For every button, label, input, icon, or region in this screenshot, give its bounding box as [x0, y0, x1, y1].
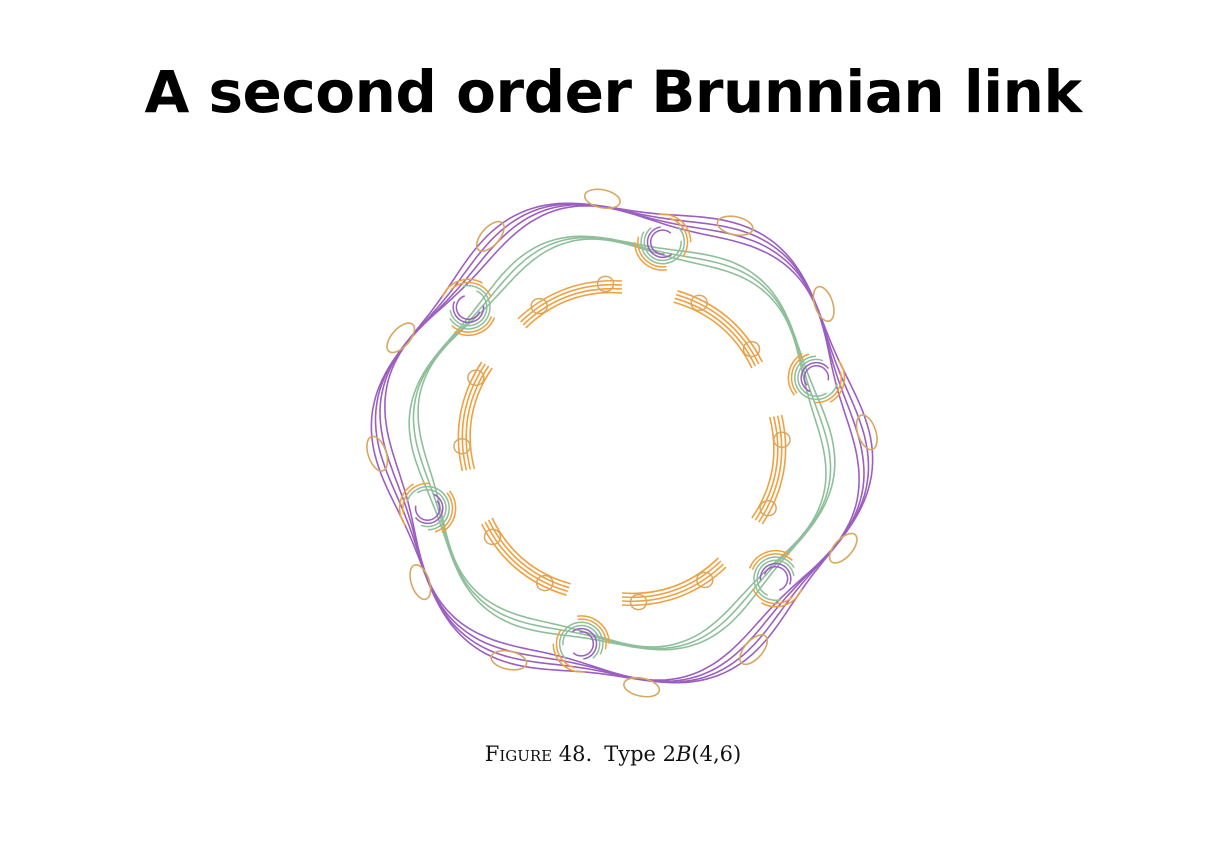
purple-band-strand: [374, 202, 870, 684]
small-knot-loop: [696, 571, 714, 589]
clasp-arc: [646, 226, 679, 259]
clasp-arc: [759, 562, 792, 595]
orange-segment-strand: [469, 367, 493, 470]
orange-segment-strand: [480, 523, 567, 596]
clasp-arc: [643, 222, 682, 262]
green-band-strand: [408, 235, 836, 651]
clasp-arc: [439, 278, 498, 337]
figure-caption: Figure 48. Type 2B(4,6): [0, 742, 1226, 766]
orange-segment-strand: [754, 416, 779, 521]
orange-segment-strand: [761, 414, 787, 525]
clasp-arc: [455, 294, 482, 321]
orange-segment-strand: [487, 519, 570, 589]
small-knot-loop: [530, 297, 548, 315]
clasp-arc: [787, 349, 846, 407]
tan-hook-loop: [583, 188, 621, 210]
clasp-arc: [442, 281, 494, 333]
small-knot-loop: [453, 437, 471, 455]
small-knot-loop: [596, 275, 615, 293]
orange-segment-strand: [674, 297, 757, 367]
orange-segment-strand: [525, 291, 623, 329]
clasp-arc: [398, 479, 457, 537]
orange-segment-strand: [461, 363, 486, 471]
purple-band-strand: [384, 205, 860, 681]
tan-hook-loop: [716, 215, 754, 237]
clasp-arc: [565, 627, 598, 660]
clasp-arc: [446, 284, 491, 330]
clasp-arc: [794, 355, 839, 401]
orange-segment-strand: [522, 287, 623, 326]
orange-segment-strand: [751, 416, 775, 519]
small-knot-loop: [759, 499, 777, 517]
green-band-strand: [412, 236, 832, 650]
clasp-arc: [746, 549, 805, 608]
clasp-arc: [414, 495, 441, 521]
tan-hook-loop: [409, 563, 432, 601]
clasp-arc: [411, 492, 444, 525]
tan-hook-loop: [366, 435, 389, 472]
orange-segment-strand: [484, 521, 569, 593]
orange-segment-strand: [517, 279, 623, 320]
orange-segment-strand: [677, 290, 764, 363]
caption-label: Figure 48.: [484, 742, 593, 766]
orange-segment-strand: [621, 563, 724, 603]
purple-band-strand: [379, 203, 865, 683]
brunnian-link-figure: [360, 175, 880, 715]
small-knot-loop: [536, 574, 554, 592]
caption-type-prefix: Type 2: [604, 742, 676, 766]
slide-title: A second order Brunnian link: [144, 58, 1082, 126]
small-knot-loop: [467, 369, 485, 387]
tan-hook-loop: [623, 676, 661, 698]
clasp-arc: [753, 556, 798, 602]
orange-segment-strand: [491, 517, 571, 585]
clasp-arc: [562, 624, 601, 664]
caption-type-args: (4,6): [691, 742, 742, 766]
small-knot-loop: [690, 294, 708, 312]
orange-segment-strand: [621, 566, 727, 607]
tan-hook-loop: [739, 634, 769, 666]
purple-band-strand: [370, 202, 874, 684]
orange-segment-strand: [675, 293, 760, 365]
small-knot-loop: [773, 431, 791, 449]
orange-segment-strand: [673, 301, 753, 369]
clasp-arc: [408, 489, 447, 528]
tan-hook-loop: [855, 414, 878, 451]
small-knot-loop: [742, 340, 761, 358]
orange-segment-strand: [758, 415, 783, 523]
small-knot-loop: [483, 528, 502, 546]
clasp-arc: [402, 482, 454, 534]
orange-segment-strand: [520, 283, 623, 323]
clasp-arc: [756, 559, 795, 598]
clasp-arc: [558, 621, 604, 667]
tan-hook-loop: [475, 220, 505, 252]
tan-hook-loop: [386, 322, 416, 354]
clasp-arc: [568, 631, 595, 657]
clasp-arc: [555, 618, 607, 670]
brunnian-link-diagram: [366, 188, 878, 698]
clasp-arc: [762, 565, 789, 592]
clasp-arc: [405, 485, 450, 531]
clasp-arc: [452, 291, 485, 324]
caption-type-var: B: [675, 742, 692, 766]
clasp-arc: [750, 553, 802, 605]
clasp-arc: [800, 361, 833, 394]
orange-segment-strand: [621, 557, 719, 595]
clasp-arc: [637, 216, 689, 268]
clasp-arc: [803, 365, 830, 391]
clasp-arc: [640, 219, 686, 265]
small-knot-loop: [629, 593, 648, 611]
tan-hook-loop: [490, 649, 528, 671]
orange-segment-strand: [465, 365, 490, 470]
clasp-arc: [449, 288, 488, 327]
clasp-arc: [797, 358, 836, 397]
orange-segment-strand: [457, 361, 483, 472]
orange-segment-strand: [621, 560, 722, 599]
tan-hook-loop: [812, 285, 835, 323]
tan-hook-loop: [828, 532, 858, 564]
green-band-strand: [417, 238, 827, 648]
